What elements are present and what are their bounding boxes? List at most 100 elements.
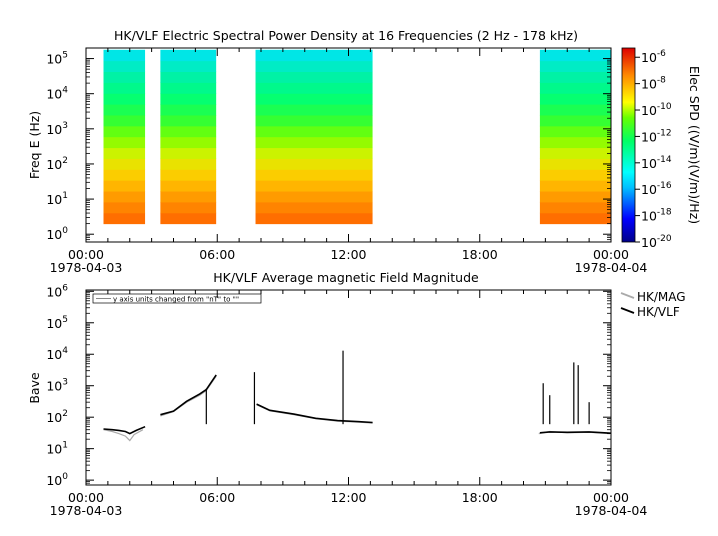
bottom-panel: HK/VLF Average magnetic Field Magnitude … <box>27 270 686 518</box>
bottom-series-lines <box>103 350 612 442</box>
x-tick-label: 00:00 <box>68 490 104 505</box>
spectrogram-cell <box>255 60 373 73</box>
spectrogram-cell <box>539 180 611 192</box>
spectrogram-cell <box>103 114 146 127</box>
series-line <box>103 429 144 442</box>
y-tick-label: 102 <box>46 409 68 425</box>
top-chart-title: HK/VLF Electric Spectral Power Density a… <box>114 28 578 43</box>
colorbar-tick-label: 10-18 <box>641 208 672 224</box>
spectrogram-cell <box>103 191 146 203</box>
spectrogram-cell <box>255 93 373 105</box>
spectrogram-cell <box>103 71 146 83</box>
spectrogram-cell <box>160 212 217 225</box>
spectrogram-cell <box>160 147 217 159</box>
spectrogram-cell <box>103 180 146 192</box>
y-tick-label: 101 <box>46 191 68 207</box>
x-tick-label: 06:00 <box>199 247 235 262</box>
colorbar-tick-label: 10-10 <box>641 102 672 118</box>
spectrogram-cell <box>103 49 146 62</box>
x-tick-date: 1978-04-03 <box>50 260 123 275</box>
spectrogram-cell <box>103 212 146 225</box>
spectrogram-cell <box>103 136 146 149</box>
y-tick-label: 102 <box>46 156 68 172</box>
spectrogram-cell <box>539 169 611 181</box>
spectrogram-cell <box>160 180 217 192</box>
y-tick-label: 104 <box>46 346 68 362</box>
spectrogram-cell <box>255 114 373 127</box>
spectrogram-cell <box>539 49 611 62</box>
spectrogram-cell <box>160 136 217 149</box>
annotation-box: y axis units changed from "nT" to "" <box>92 293 262 304</box>
series-line <box>256 404 373 424</box>
spectrogram-cell <box>539 201 611 214</box>
colorbar: 10-6 10-8 10-10 10-12 10-14 10-16 10-18 10-20 E… <box>621 47 702 250</box>
spectrogram-cell <box>255 158 373 170</box>
legend-swatch <box>620 307 635 314</box>
spectrogram-cell <box>539 82 611 94</box>
spectrogram-cell <box>255 104 373 116</box>
spectrogram-cell <box>160 114 217 127</box>
spectrogram-cell <box>255 180 373 192</box>
spectrogram-cell <box>539 191 611 203</box>
bottom-y-axis-label: Bave <box>27 372 42 404</box>
y-tick-label: 103 <box>46 121 68 137</box>
spectrogram-cell <box>539 93 611 105</box>
spectrogram-cell <box>539 71 611 83</box>
x-tick-date: 1978-04-04 <box>575 260 648 275</box>
spectrogram-cell <box>160 104 217 116</box>
spectrogram-cell <box>160 82 217 94</box>
series-line <box>256 403 373 424</box>
x-tick-label: 12:00 <box>330 490 366 505</box>
spectrogram-cell <box>255 125 373 138</box>
spectrogram-cell <box>255 201 373 214</box>
y-tick-label: 105 <box>46 315 68 331</box>
spectrogram-cell <box>255 191 373 203</box>
legend-label: HK/VLF <box>637 305 680 319</box>
spectrogram-cell <box>160 71 217 83</box>
spectrogram-cell <box>539 104 611 116</box>
colorbar-tick-label: 10-20 <box>641 234 672 250</box>
x-tick-label: 12:00 <box>330 247 366 262</box>
colorbar-tick-label: 10-12 <box>641 128 672 144</box>
series-line <box>160 375 217 417</box>
spectrogram-cell <box>103 93 146 105</box>
spectrogram-cell <box>539 60 611 73</box>
colorbar-tick-label: 10-16 <box>641 181 672 197</box>
y-tick-label: 104 <box>46 86 68 102</box>
top-panel: HK/VLF Electric Spectral Power Density a… <box>27 28 702 275</box>
spectrogram-cell <box>539 158 611 170</box>
spectrogram-cell <box>160 93 217 105</box>
bottom-chart-title: HK/VLF Average magnetic Field Magnitude <box>213 270 479 285</box>
spectrogram-cell <box>255 169 373 181</box>
spectrogram-cell <box>255 212 373 225</box>
spectrogram-cell <box>255 49 373 62</box>
spectrogram-cell <box>255 82 373 94</box>
bottom-plot-frame <box>85 289 612 486</box>
y-tick-label: 101 <box>46 441 68 457</box>
y-tick-label: 100 <box>46 226 68 242</box>
x-tick-date: 1978-04-03 <box>50 503 123 518</box>
spectrogram-cell <box>103 158 146 170</box>
spectrogram-cell <box>160 125 217 138</box>
spectrogram-cell <box>255 71 373 83</box>
y-tick-label: 106 <box>46 283 68 299</box>
colorbar-tick-label: 10-6 <box>641 49 666 65</box>
spectrogram-cell <box>539 125 611 138</box>
spectrogram-cell <box>103 147 146 159</box>
spectrogram-cell <box>539 147 611 159</box>
spectrogram-cell <box>160 49 217 62</box>
spectrogram-cell <box>103 169 146 181</box>
legend-swatch <box>620 292 635 299</box>
x-tick-label: 00:00 <box>593 247 629 262</box>
colorbar-gradient <box>621 47 636 243</box>
series-line <box>160 374 217 416</box>
spectrogram-cell <box>255 136 373 149</box>
y-tick-label: 100 <box>46 472 68 488</box>
y-tick-label: 103 <box>46 378 68 394</box>
spectrogram-cell <box>539 212 611 225</box>
spectrogram-cell <box>539 136 611 149</box>
spectrogram-cell <box>160 191 217 203</box>
x-tick-label: 18:00 <box>462 490 498 505</box>
